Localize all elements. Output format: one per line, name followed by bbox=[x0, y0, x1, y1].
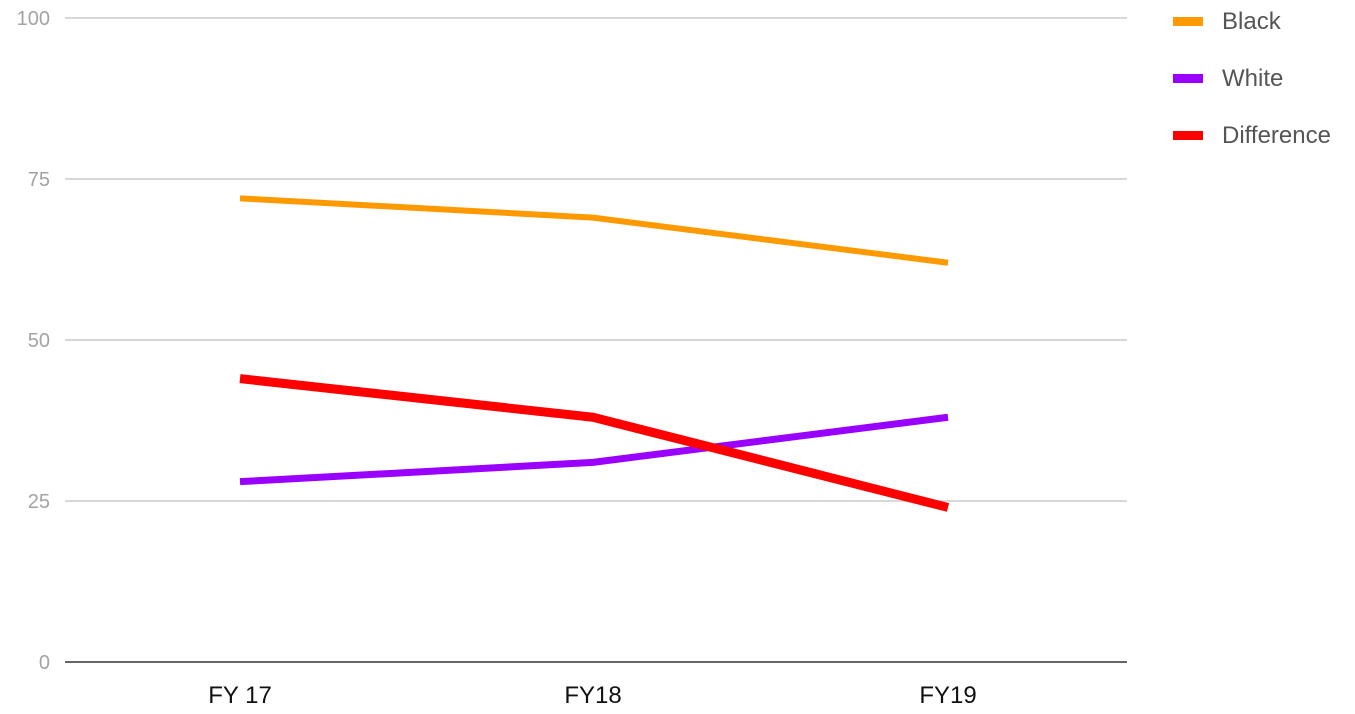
legend: Black White Difference bbox=[1173, 8, 1331, 149]
legend-swatch-difference bbox=[1173, 131, 1203, 140]
series-line-black bbox=[239, 195, 949, 266]
series-line-white bbox=[239, 413, 949, 486]
y-tick-label: 75 bbox=[28, 169, 50, 191]
y-tick-label: 0 bbox=[39, 652, 50, 674]
legend-label-white: White bbox=[1222, 65, 1283, 92]
gridlines bbox=[65, 17, 1127, 663]
legend-swatch-white bbox=[1173, 74, 1203, 83]
legend-swatch-black bbox=[1173, 17, 1203, 26]
y-axis-tick-labels: 0 25 50 75 100 bbox=[17, 8, 50, 674]
x-axis-tick-labels: FY 17 FY18 FY19 bbox=[208, 682, 976, 709]
y-tick-label: 25 bbox=[28, 491, 50, 513]
y-tick-label: 100 bbox=[17, 8, 50, 30]
legend-label-black: Black bbox=[1222, 8, 1282, 35]
legend-label-difference: Difference bbox=[1222, 122, 1331, 149]
x-tick-label: FY 17 bbox=[208, 682, 272, 709]
x-tick-label: FY19 bbox=[919, 682, 976, 709]
series-line-difference bbox=[239, 374, 950, 512]
y-tick-label: 50 bbox=[28, 330, 50, 352]
x-tick-label: FY18 bbox=[564, 682, 621, 709]
series-lines bbox=[239, 195, 950, 512]
